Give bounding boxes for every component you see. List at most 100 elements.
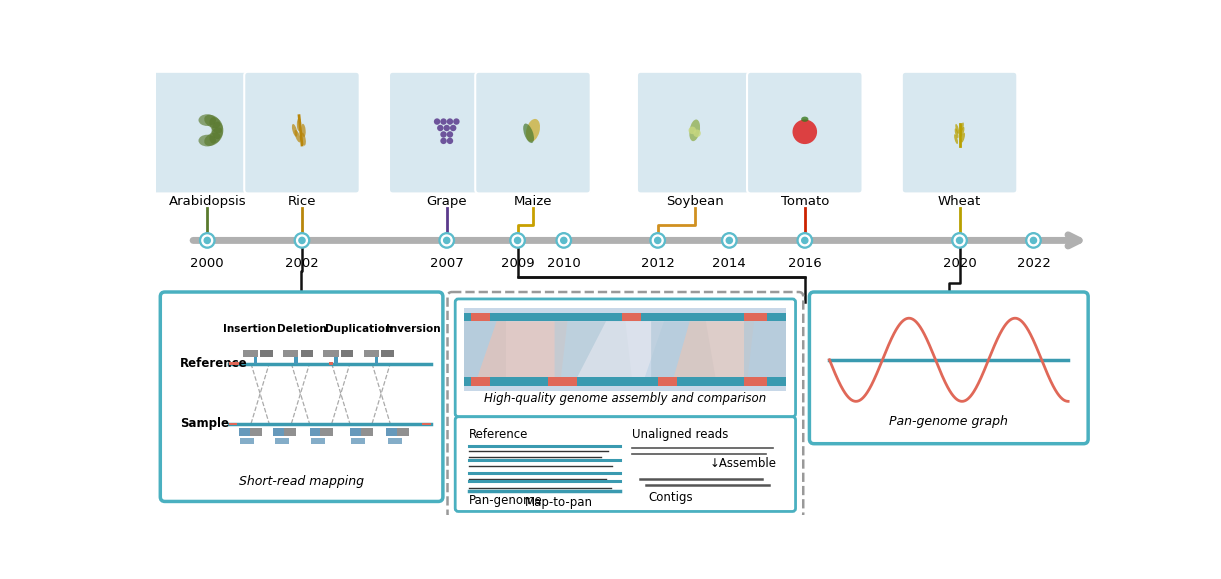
Bar: [320, 428, 332, 436]
FancyBboxPatch shape: [747, 72, 862, 193]
Ellipse shape: [526, 119, 540, 142]
Circle shape: [650, 233, 665, 248]
Bar: [397, 428, 409, 436]
Bar: [422, 423, 431, 425]
Text: 2014: 2014: [712, 257, 746, 270]
Bar: [388, 438, 402, 445]
Circle shape: [514, 237, 520, 244]
Text: 2002: 2002: [284, 257, 319, 270]
Bar: [623, 313, 641, 321]
Text: Insertion: Insertion: [223, 324, 276, 334]
FancyBboxPatch shape: [455, 417, 796, 511]
Circle shape: [652, 235, 663, 246]
Bar: [341, 350, 353, 357]
Circle shape: [451, 125, 457, 131]
Bar: [471, 378, 490, 386]
Circle shape: [956, 237, 962, 244]
Circle shape: [447, 131, 453, 138]
Polygon shape: [651, 321, 716, 378]
Ellipse shape: [210, 127, 223, 144]
Circle shape: [433, 118, 441, 125]
Bar: [658, 378, 676, 386]
Bar: [335, 357, 338, 364]
FancyBboxPatch shape: [160, 292, 443, 501]
Ellipse shape: [297, 118, 302, 131]
FancyBboxPatch shape: [475, 72, 591, 193]
Ellipse shape: [960, 122, 963, 133]
Text: Wheat: Wheat: [938, 195, 982, 208]
Ellipse shape: [961, 127, 965, 137]
Bar: [364, 350, 380, 357]
Circle shape: [437, 125, 443, 131]
Circle shape: [447, 138, 453, 144]
Ellipse shape: [954, 134, 958, 144]
Circle shape: [294, 233, 310, 248]
Text: Short-read mapping: Short-read mapping: [239, 475, 364, 488]
FancyBboxPatch shape: [389, 72, 504, 193]
Bar: [471, 313, 490, 321]
FancyBboxPatch shape: [244, 72, 360, 193]
Bar: [283, 350, 298, 357]
Circle shape: [694, 130, 701, 137]
Circle shape: [443, 125, 451, 131]
Circle shape: [199, 233, 215, 248]
Polygon shape: [745, 321, 786, 378]
Text: 2007: 2007: [430, 257, 464, 270]
Text: Rice: Rice: [288, 195, 316, 208]
Circle shape: [800, 235, 811, 246]
Circle shape: [952, 233, 967, 248]
Ellipse shape: [801, 116, 808, 122]
Circle shape: [797, 233, 812, 248]
Text: 2016: 2016: [788, 257, 822, 270]
Circle shape: [689, 127, 696, 134]
Ellipse shape: [523, 123, 534, 143]
Ellipse shape: [302, 133, 306, 145]
Bar: [284, 428, 297, 436]
Polygon shape: [464, 321, 507, 378]
Text: Soybean: Soybean: [665, 195, 724, 208]
Circle shape: [560, 237, 567, 244]
Text: Deletion: Deletion: [277, 324, 327, 334]
Ellipse shape: [199, 135, 216, 146]
Bar: [311, 438, 325, 445]
Circle shape: [792, 119, 817, 144]
Circle shape: [722, 233, 737, 248]
Ellipse shape: [199, 114, 216, 126]
Text: Reference: Reference: [181, 357, 248, 370]
Circle shape: [724, 235, 735, 246]
FancyBboxPatch shape: [149, 72, 265, 193]
Circle shape: [297, 235, 308, 246]
Ellipse shape: [955, 129, 958, 138]
FancyBboxPatch shape: [637, 72, 752, 193]
Bar: [250, 428, 263, 436]
Circle shape: [441, 235, 452, 246]
Text: Sample: Sample: [181, 417, 230, 430]
Bar: [386, 428, 403, 436]
Polygon shape: [554, 321, 631, 378]
Text: Pan-genome graph: Pan-genome graph: [889, 415, 1009, 428]
Bar: [300, 350, 313, 357]
Ellipse shape: [204, 133, 221, 146]
Bar: [228, 362, 239, 365]
Bar: [548, 378, 578, 386]
Bar: [310, 428, 326, 436]
Circle shape: [512, 235, 523, 246]
Bar: [464, 378, 786, 386]
Bar: [260, 350, 272, 357]
Ellipse shape: [210, 117, 223, 133]
Text: Pan-genome: Pan-genome: [469, 494, 543, 507]
Text: Arabidopsis: Arabidopsis: [168, 195, 247, 208]
Bar: [241, 438, 254, 445]
Text: Duplication: Duplication: [325, 324, 393, 334]
Text: Reference: Reference: [469, 428, 529, 441]
Bar: [274, 428, 291, 436]
Text: Map-to-pan: Map-to-pan: [525, 496, 593, 509]
Text: 2012: 2012: [641, 257, 675, 270]
Bar: [464, 308, 786, 391]
Circle shape: [440, 233, 454, 248]
Text: High-quality genome assembly and comparison: High-quality genome assembly and compari…: [485, 392, 767, 405]
Text: Tomato: Tomato: [780, 195, 829, 208]
Ellipse shape: [211, 122, 223, 139]
Ellipse shape: [961, 133, 965, 142]
FancyBboxPatch shape: [810, 292, 1088, 444]
